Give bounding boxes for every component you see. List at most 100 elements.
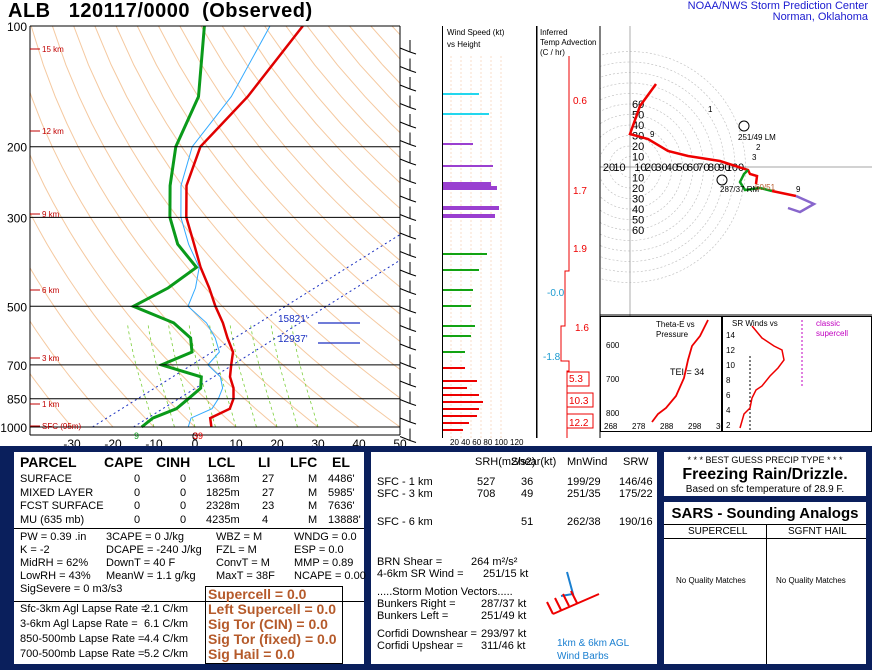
wind-barb xyxy=(399,343,411,349)
moist-adiabat xyxy=(229,322,257,428)
parcel-cell: M xyxy=(308,500,318,512)
precip-title: * * * BEST GUESS PRECIP TYPE * * * xyxy=(687,455,843,465)
bunkers-left-value: 251/49 kt xyxy=(481,610,527,622)
parcel-cell: M xyxy=(308,513,318,526)
moist-adiabat xyxy=(249,322,278,428)
wind-barb xyxy=(399,362,411,367)
kin-cell: 190/16 xyxy=(619,516,653,528)
index-value: WBZ = M xyxy=(216,531,263,543)
rm-marker xyxy=(716,174,728,186)
height-label: 12 km xyxy=(42,127,64,136)
kin-cell: 251/35 xyxy=(567,488,601,500)
kin-cell: 146/46 xyxy=(619,476,653,488)
hodo-y-tick: 30 xyxy=(632,194,644,206)
hodo-x-tick: 60 xyxy=(687,162,699,174)
wind-barb xyxy=(409,347,417,351)
hodo-y-tick: 20 xyxy=(632,183,644,195)
wind-barb xyxy=(409,421,417,425)
index-value: NCAPE = 0.00 xyxy=(294,570,366,582)
tei-label: TEI = 34 xyxy=(670,367,704,377)
sars-msg-supercell: No Quality Matches xyxy=(676,576,746,585)
srw-title: SR Winds vs xyxy=(732,319,778,328)
pressure-label: 200 xyxy=(7,141,27,155)
lapse-value: 2.1 C/km xyxy=(144,603,189,615)
lapse-label: 700-500mb Lapse Rate = xyxy=(20,648,145,660)
srw-y-tick: 4 xyxy=(726,406,731,415)
theta-x-tick: 308 xyxy=(716,422,722,431)
wind-barb xyxy=(409,88,417,92)
corfidi-down-value: 293/97 kt xyxy=(481,628,527,640)
theta-y-tick: 600 xyxy=(606,341,620,350)
index-value: DownT = 40 F xyxy=(106,557,176,569)
height-label: 9 km xyxy=(42,210,60,219)
barbs-caption-1: 1km & 6km AGL xyxy=(557,638,630,649)
wind-barb xyxy=(409,218,417,221)
wind-barb xyxy=(409,51,417,55)
parcel-cell: 0 xyxy=(134,500,141,512)
wind-barb xyxy=(409,199,417,203)
wind-barb xyxy=(399,288,411,293)
corfidi-up-label: Corfidi Upshear = xyxy=(377,640,463,652)
hodo-0-3km xyxy=(628,83,759,185)
hodo-y-tick: 20 xyxy=(632,141,644,153)
parcel-cell: M xyxy=(308,486,318,499)
adv-value: 10.3 xyxy=(569,396,589,407)
parcel-cell: 1368m xyxy=(206,473,240,485)
parcel-cell: 5985' xyxy=(328,486,355,499)
wind-barb xyxy=(399,158,411,164)
adv-plot: 0.6 1.7 1.9 -0.0 1.6 -1.8 5.3 10.3 12.2 xyxy=(537,26,601,438)
kin-cell: SFC - 1 km xyxy=(377,476,433,488)
adv-value: 1.6 xyxy=(575,323,589,334)
index-value: FZL = M xyxy=(216,544,257,556)
hodo-y-tick: 40 xyxy=(632,204,644,216)
adv-title-2: Temp Advection xyxy=(540,38,597,47)
hodo-x-tick: 30 xyxy=(655,162,667,174)
lm-label: 251/49 LM xyxy=(738,133,776,142)
lapse-value: 5.2 C/km xyxy=(144,648,189,660)
hodo-x-tick: 90 xyxy=(718,162,730,174)
wind-barb xyxy=(409,440,417,443)
wind-barb xyxy=(409,236,417,240)
composite-value: Left Supercell = 0.0 xyxy=(208,601,336,617)
moist-adiabat xyxy=(270,322,298,428)
adv-value: 5.3 xyxy=(569,374,583,385)
temp-tick-label: 0 xyxy=(192,437,199,448)
dry-adiabat xyxy=(200,26,400,262)
index-value: MMP = 0.89 xyxy=(294,557,354,569)
hodo-x-tick: 40 xyxy=(666,162,678,174)
adv-line xyxy=(560,56,570,438)
moist-adiabat xyxy=(188,322,216,428)
sars-msg-hail: No Quality Matches xyxy=(776,576,846,585)
parcel-cell: MU (635 mb) xyxy=(20,513,85,526)
index-value: PW = 0.39 .in xyxy=(20,531,87,543)
pressure-label: 850 xyxy=(7,393,27,407)
mean-wind-label: 50/51 xyxy=(755,183,776,192)
dry-adiabat xyxy=(136,26,400,343)
index-value: SigSevere = 0 m3/s3 xyxy=(20,583,123,595)
srw-y-tick: 2 xyxy=(726,421,731,430)
sars-panel: SARS - Sounding Analogs SUPERCELL SGFNT … xyxy=(662,500,868,666)
lapse-value: 4.4 C/km xyxy=(144,633,189,645)
wind-barb xyxy=(409,329,417,332)
index-value: 3CAPE = 0 J/kg xyxy=(106,531,184,543)
parcel-cell: 2328m xyxy=(206,500,240,512)
hodo-y-tick: 60 xyxy=(632,99,644,111)
adv-title-3: (C / hr) xyxy=(540,48,565,57)
srw-y-tick: 6 xyxy=(726,391,731,400)
lapse-label: Sfc-3km Agl Lapse Rate = xyxy=(20,603,148,615)
dry-adiabat xyxy=(158,26,400,315)
parcel-cell: 23 xyxy=(262,500,275,512)
hodo-point-label: 3 xyxy=(752,153,757,162)
wind-barb xyxy=(409,255,417,258)
bunkers-right-value: 287/37 kt xyxy=(481,598,527,610)
wind-barb xyxy=(409,366,417,369)
parcel-cell: 0 xyxy=(180,486,187,499)
wind-barb xyxy=(399,103,411,108)
parcel-cell: 4486' xyxy=(328,473,355,485)
classic-label-1: classic xyxy=(816,319,840,328)
brn-value: 264 m²/s² xyxy=(471,556,518,568)
wind-barb xyxy=(409,144,417,147)
lm-marker xyxy=(738,120,750,132)
dry-adiabat xyxy=(349,26,400,84)
